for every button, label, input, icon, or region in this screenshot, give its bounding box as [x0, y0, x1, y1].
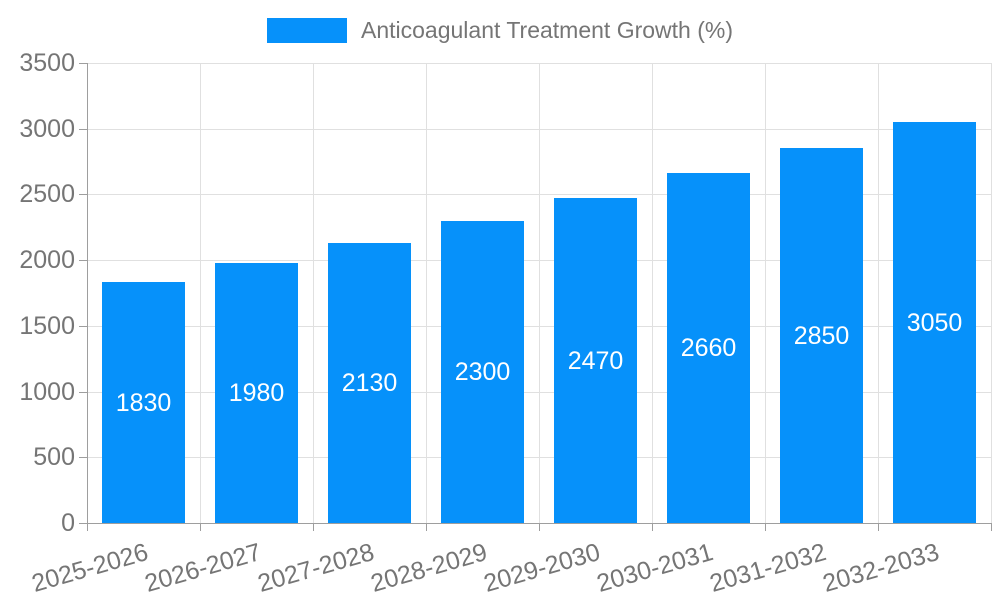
bar-value-label: 1830: [115, 388, 172, 417]
x-tick-label: 2025-2026: [28, 538, 152, 598]
bar[interactable]: 2300: [441, 220, 524, 523]
bar-value-label: 1980: [228, 378, 285, 407]
y-tick-label: 2000: [19, 246, 75, 275]
y-tick-label: 0: [61, 509, 75, 537]
y-axis-tick: [79, 457, 87, 459]
y-axis-tick: [79, 128, 87, 130]
bar[interactable]: 2130: [328, 243, 411, 523]
x-tick-label: 2030-2031: [593, 538, 717, 598]
bar[interactable]: 1980: [215, 262, 298, 523]
x-axis-tick: [313, 523, 314, 531]
x-tick-label: 2026-2027: [141, 538, 265, 598]
gridline-vertical: [878, 63, 879, 523]
x-tick-label: 2031-2032: [706, 538, 830, 598]
y-tick-label: 500: [33, 443, 75, 472]
y-axis-line: [87, 63, 88, 523]
gridline-vertical: [765, 63, 766, 523]
gridline-vertical: [991, 63, 992, 523]
bar-value-label: 2850: [793, 321, 850, 350]
x-tick-label: 2027-2028: [254, 538, 378, 598]
y-axis-tick: [79, 194, 87, 196]
chart-legend[interactable]: Anticoagulant Treatment Growth (%): [0, 17, 1000, 44]
gridline-vertical: [200, 63, 201, 523]
x-axis-tick: [878, 523, 879, 531]
bar[interactable]: 1830: [102, 282, 185, 523]
bar[interactable]: 2850: [780, 148, 863, 523]
x-axis-tick: [87, 523, 88, 531]
x-axis-tick: [539, 523, 540, 531]
x-axis-tick: [652, 523, 653, 531]
y-axis-tick: [79, 391, 87, 393]
y-axis-tick: [79, 63, 87, 64]
x-axis-tick: [426, 523, 427, 531]
x-axis-tick: [991, 523, 992, 531]
x-axis-tick: [200, 523, 201, 531]
bar[interactable]: 2660: [667, 173, 750, 523]
bar-value-label: 3050: [906, 308, 963, 337]
y-axis-tick: [79, 523, 87, 524]
gridline-vertical: [539, 63, 540, 523]
y-tick-label: 2500: [19, 180, 75, 209]
bar[interactable]: 2470: [554, 198, 637, 523]
bar[interactable]: 3050: [893, 122, 976, 523]
y-tick-label: 3000: [19, 114, 75, 143]
legend-label: Anticoagulant Treatment Growth (%): [361, 17, 733, 43]
y-tick-label: 1000: [19, 377, 75, 406]
bar-value-label: 2470: [567, 346, 624, 375]
y-axis-tick: [79, 325, 87, 327]
bar-value-label: 2300: [454, 357, 511, 386]
x-tick-label: 2028-2029: [367, 538, 491, 598]
y-tick-label: 3500: [19, 49, 75, 77]
x-tick-label: 2029-2030: [480, 538, 604, 598]
y-axis-tick: [79, 260, 87, 262]
y-tick-label: 1500: [19, 311, 75, 340]
bar-value-label: 2660: [680, 334, 737, 363]
x-axis-tick: [765, 523, 766, 531]
gridline-vertical: [426, 63, 427, 523]
legend-swatch: [267, 18, 347, 43]
bar-value-label: 2130: [341, 369, 398, 398]
gridline-vertical: [313, 63, 314, 523]
x-tick-label: 2032-2033: [819, 538, 943, 598]
gridline-vertical: [652, 63, 653, 523]
